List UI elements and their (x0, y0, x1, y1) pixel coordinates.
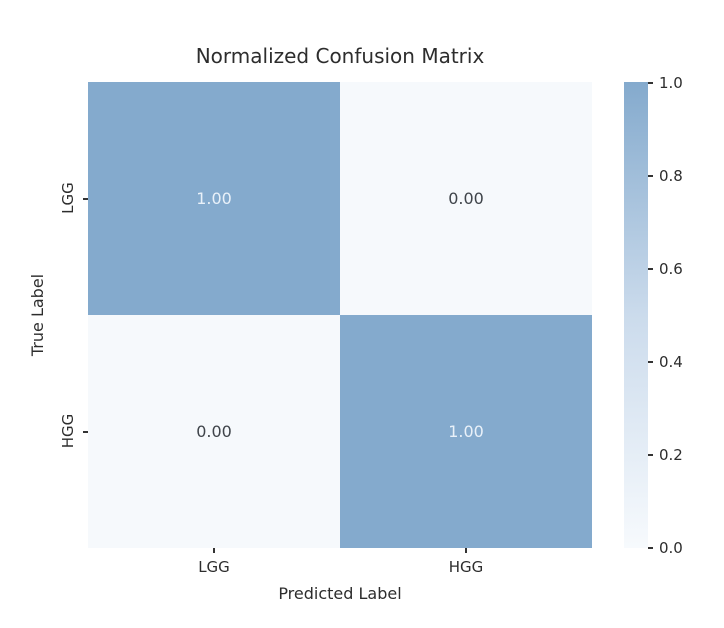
x-axis-label: Predicted Label (278, 584, 402, 603)
y-tick-mark-lgg (83, 198, 88, 200)
colorbar-tick-label-1.0: 1.0 (659, 74, 683, 92)
y-tick-label-lgg: LGG (59, 182, 77, 214)
chart-title: Normalized Confusion Matrix (195, 44, 485, 68)
colorbar-gradient (624, 82, 648, 548)
y-tick-mark-hgg (83, 431, 88, 433)
colorbar-tick-label-0.4: 0.4 (659, 353, 683, 371)
colorbar-tick-mark-0.2 (648, 454, 653, 456)
colorbar-tick-mark-0.8 (648, 175, 653, 177)
colorbar-tick-label-0.6: 0.6 (659, 260, 683, 278)
colorbar-tick-mark-0.0 (648, 547, 653, 549)
x-tick-label-lgg: LGG (198, 558, 230, 576)
colorbar-tick-mark-0.6 (648, 268, 653, 270)
heatmap: 1.00 0.00 0.00 1.00 (88, 82, 592, 548)
y-axis-label: True Label (28, 273, 47, 357)
x-tick-label-hgg: HGG (448, 558, 484, 576)
colorbar-tick-mark-1.0 (648, 82, 653, 84)
heatmap-cell-true-hgg-pred-hgg: 1.00 (340, 315, 592, 548)
heatmap-cell-true-lgg-pred-lgg: 1.00 (88, 82, 340, 315)
x-tick-mark-lgg (213, 548, 215, 553)
colorbar-tick-label-0.2: 0.2 (659, 446, 683, 464)
heatmap-cell-true-lgg-pred-hgg: 0.00 (340, 82, 592, 315)
colorbar-tick-mark-0.4 (648, 361, 653, 363)
colorbar-tick-label-0.8: 0.8 (659, 167, 683, 185)
x-tick-mark-hgg (465, 548, 467, 553)
heatmap-cell-true-hgg-pred-lgg: 0.00 (88, 315, 340, 548)
colorbar-tick-label-0.0: 0.0 (659, 539, 683, 557)
y-tick-label-hgg: HGG (59, 413, 77, 449)
